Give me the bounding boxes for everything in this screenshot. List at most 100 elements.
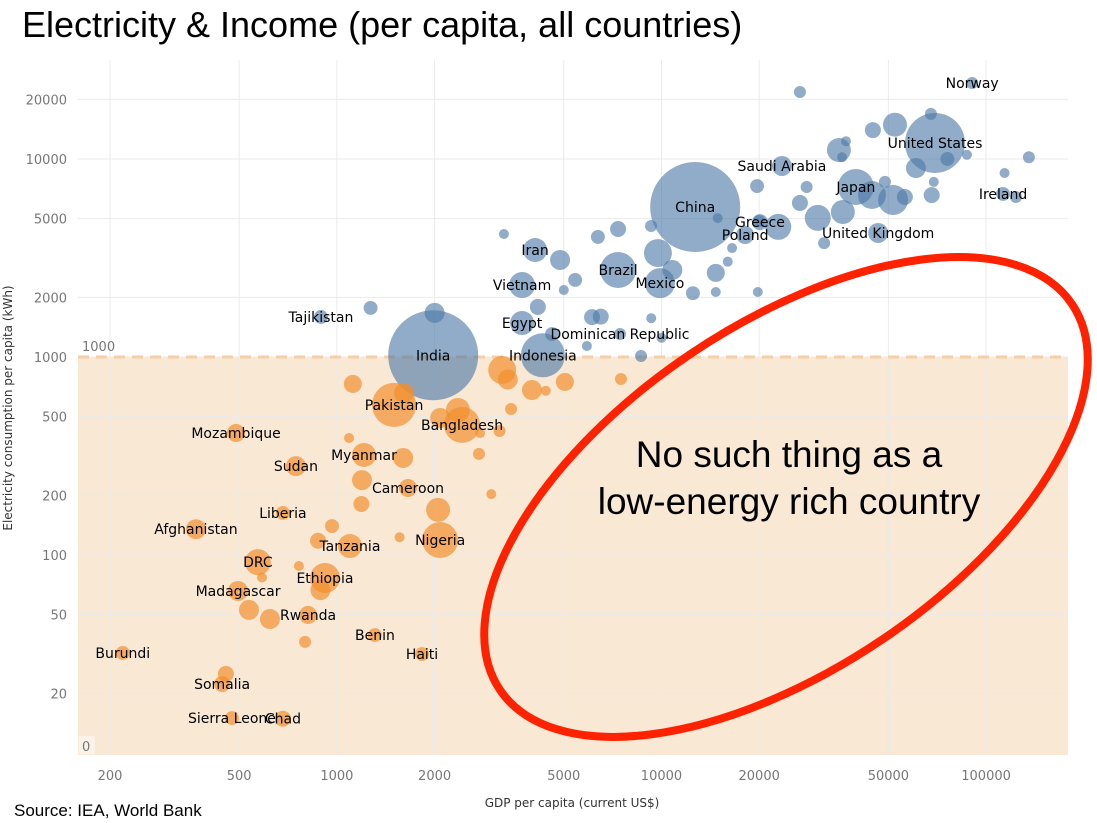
point-chad	[274, 710, 291, 727]
data-point	[426, 497, 451, 522]
x-axis-label: GDP per capita (current US$)	[485, 796, 660, 810]
country-label: Brazil	[599, 263, 638, 279]
data-point	[545, 327, 559, 342]
data-point	[430, 407, 451, 428]
data-point	[521, 380, 542, 401]
country-label: Saudi Arabia	[738, 159, 827, 175]
data-point	[864, 122, 881, 139]
data-point	[581, 340, 592, 351]
data-point	[555, 372, 574, 391]
data-point	[259, 609, 280, 630]
data-point	[791, 194, 808, 211]
data-point	[493, 424, 506, 437]
data-point	[878, 175, 891, 188]
data-point	[928, 176, 939, 187]
point-liberia	[275, 506, 290, 520]
data-point	[343, 374, 362, 393]
point-mozambique	[227, 424, 246, 443]
country-label: Afghanistan	[154, 522, 237, 538]
country-label: Liberia	[259, 506, 306, 522]
y-tick-label: 200	[42, 489, 67, 504]
point-nigeria	[422, 522, 459, 559]
country-label: Greece	[735, 215, 785, 231]
data-point	[351, 470, 372, 491]
country-label: Ethiopia	[296, 571, 353, 587]
point-saudi-arabia	[771, 155, 792, 176]
point-poland	[736, 226, 755, 245]
data-point	[353, 495, 370, 512]
data-point	[1009, 190, 1022, 203]
data-point	[325, 519, 339, 534]
data-point	[293, 560, 304, 571]
point-dominican-republic	[613, 328, 626, 341]
point-rwanda	[299, 605, 318, 624]
point-tajikistan	[313, 310, 328, 324]
data-point	[753, 215, 766, 228]
point-united-kingdom	[868, 222, 889, 243]
x-tick-label: 10000	[641, 769, 682, 784]
data-point	[394, 382, 415, 403]
x-axis-ticks: 200 500 1000 2000 5000 10000 20000 50000 100000	[98, 769, 1011, 784]
data-point	[857, 181, 886, 209]
point-brazil	[600, 252, 637, 288]
country-label: Egypt	[502, 316, 543, 332]
data-point	[818, 237, 831, 250]
data-point	[662, 260, 683, 281]
y-axis-label: Electricity consumption per capita (kWh)	[1, 285, 15, 530]
y-tick-label: 100	[42, 549, 67, 564]
y-tick-label: 5000	[34, 213, 67, 228]
data-point	[393, 447, 414, 468]
data-point	[475, 428, 486, 439]
data-point	[310, 532, 327, 549]
data-point	[610, 221, 627, 238]
country-label: Chad	[265, 712, 301, 728]
point-cameroon	[398, 478, 418, 497]
data-point	[1022, 151, 1035, 164]
country-label: India	[416, 348, 450, 364]
point-tanzania	[337, 534, 362, 559]
x-tick-label: 500	[227, 769, 252, 784]
x-tick-label: 1000	[320, 769, 353, 784]
data-point	[722, 256, 733, 267]
point-sierra-leone	[224, 711, 239, 726]
data-points	[115, 77, 1035, 727]
data-point	[923, 187, 940, 204]
data-point	[550, 249, 571, 270]
data-point	[999, 167, 1010, 178]
data-point	[656, 332, 667, 343]
country-label: Sierra Leone	[188, 711, 276, 727]
data-point	[505, 403, 518, 416]
annotation-ellipse	[480, 253, 1092, 741]
data-point	[498, 229, 509, 240]
y-tick-label: 20	[50, 687, 67, 702]
country-label: Pakistan	[365, 398, 424, 414]
country-label: Mozambique	[191, 426, 280, 442]
x-tick-label: 50000	[868, 769, 909, 784]
y-tick-label: 20000	[26, 93, 67, 108]
data-point	[363, 300, 378, 315]
below-threshold-band	[78, 357, 1068, 755]
y-tick-label: 1000	[34, 351, 67, 366]
country-label: Tanzania	[318, 539, 380, 555]
country-label: Iran	[521, 243, 548, 259]
point-vietnam	[509, 272, 536, 298]
country-label: Tajikistan	[288, 310, 354, 326]
data-point	[344, 432, 355, 443]
x-tick-label: 200	[98, 769, 123, 784]
data-point	[472, 447, 485, 460]
data-point	[646, 313, 657, 324]
data-point	[961, 149, 972, 160]
chart-title: Electricity & Income (per capita, all co…	[22, 4, 743, 45]
y-tick-label: 2000	[34, 291, 67, 306]
country-label: Haiti	[406, 647, 438, 663]
point-myanmar	[352, 442, 376, 467]
x-tick-label: 5000	[547, 769, 580, 784]
country-label: Rwanda	[280, 608, 336, 624]
data-point	[710, 286, 721, 297]
data-point	[424, 302, 445, 323]
x-tick-label: 2000	[418, 769, 451, 784]
country-label: Bangladesh	[421, 418, 503, 434]
source-note: Source: IEA, World Bank	[14, 801, 202, 820]
data-point	[486, 489, 497, 500]
